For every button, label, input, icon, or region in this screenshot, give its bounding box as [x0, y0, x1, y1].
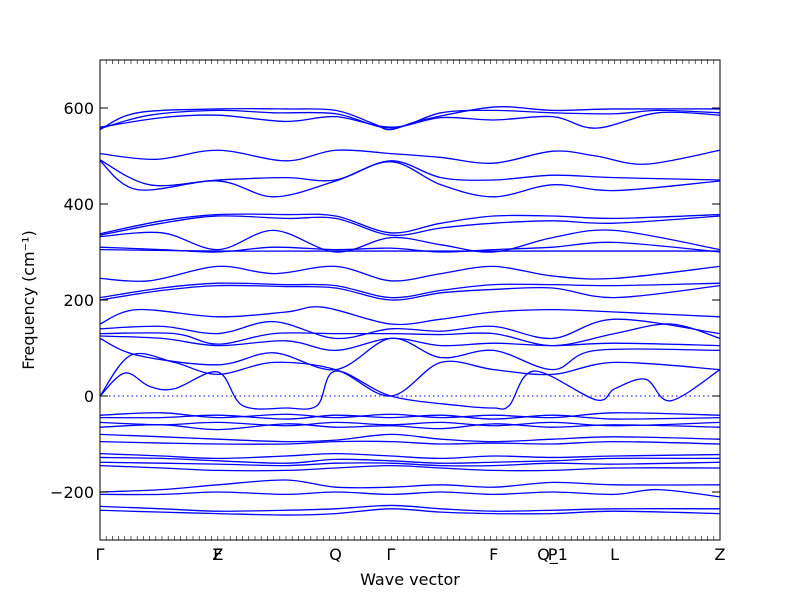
band-line-21: [100, 369, 720, 410]
y-tick-label: 0: [84, 387, 94, 406]
x-tick-label: Q_1: [537, 545, 568, 565]
band-line-13: [100, 282, 720, 299]
band-line-4: [100, 149, 720, 165]
band-line-19: [100, 337, 720, 371]
x-tick-label: P: [548, 545, 558, 564]
x-tick-label: Z: [715, 545, 726, 564]
x-axis-ticks: Γ FZ Q Γ F Q_1P L Z: [96, 545, 726, 565]
x-axis-label: Wave vector: [360, 570, 460, 589]
band-line-20: [100, 352, 720, 397]
y-axis-ticks: −200 0 200 400 600: [50, 99, 720, 502]
y-tick-label: 200: [63, 291, 94, 310]
band-line-17: [100, 323, 720, 347]
band-line-22: [100, 412, 720, 419]
band-line-14: [100, 284, 720, 301]
band-line-8: [100, 215, 720, 237]
band-line-23: [100, 414, 720, 420]
band-line-32: [100, 479, 720, 493]
band-line-15: [100, 306, 720, 326]
band-line-3: [100, 111, 720, 129]
band-line-33: [100, 488, 720, 498]
band-line-12: [100, 265, 720, 282]
y-tick-label: 600: [63, 99, 94, 118]
y-tick-label: 400: [63, 195, 94, 214]
band-line-2: [100, 109, 720, 130]
band-line-34: [100, 504, 720, 512]
y-axis-label: Frequency (cm⁻¹): [19, 230, 38, 369]
band-line-16: [100, 318, 720, 340]
band-line-11: [100, 248, 720, 252]
y-tick-label: −200: [50, 483, 94, 502]
band-line-1: [100, 106, 720, 131]
x-tick-label: Γ: [96, 545, 105, 564]
band-line-9: [100, 229, 720, 253]
band-line-27: [100, 440, 720, 445]
band-line-29: [100, 456, 720, 464]
band-lines: [100, 106, 720, 516]
band-line-26: [100, 433, 720, 443]
x-tick-label: Γ: [386, 545, 395, 564]
band-line-24: [100, 421, 720, 427]
x-tick-label: L: [610, 545, 619, 564]
band-line-7: [100, 213, 720, 235]
band-line-5: [100, 159, 720, 187]
band-line-30: [100, 461, 720, 467]
x-tick-label: F: [489, 545, 498, 564]
band-line-10: [100, 241, 720, 253]
band-line-28: [100, 452, 720, 460]
band-line-35: [100, 508, 720, 516]
band-line-31: [100, 464, 720, 472]
plot-frame: [99, 59, 721, 541]
x-tick-label: F: [213, 545, 222, 564]
x-tick-label: Z: [212, 545, 223, 564]
band-line-25: [100, 423, 720, 431]
x-tick-label: Q: [329, 545, 342, 564]
band-line-6: [100, 160, 720, 198]
